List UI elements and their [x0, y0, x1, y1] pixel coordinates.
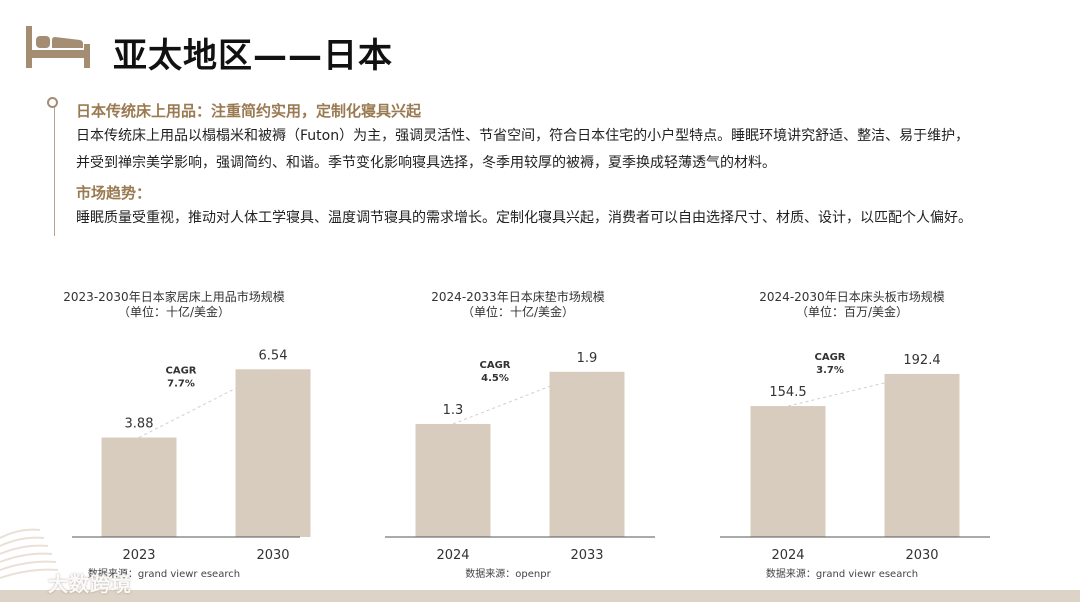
- chart-1-x-tick-2030: 2030: [256, 548, 289, 563]
- chart-3-title: 2024-2030年日本床头板市场规模: [759, 289, 944, 304]
- chart-1-title: 2023-2030年日本家居床上用品市场规模: [63, 289, 284, 304]
- trend-heading: 市场趋势：: [76, 184, 152, 202]
- chart-2-title: 2024-2033年日本床垫市场规模: [431, 289, 604, 304]
- page-title: 亚太地区——日本: [113, 36, 393, 76]
- chart-3-bar-2030: [884, 373, 960, 537]
- chart-2-bar-2024: [415, 423, 491, 537]
- chart-1-subtitle: （单位：十亿/美金）: [118, 304, 230, 319]
- chart-1-bar-2030: [235, 369, 311, 537]
- chart-1-cagr-label: CAGR: [166, 365, 197, 376]
- intro-section: 日本传统床上用品：注重简约实用，定制化寝具兴起 日本传统床上用品以榻榻米和被褥（…: [46, 94, 1056, 239]
- intro-heading: 日本传统床上用品：注重简约实用，定制化寝具兴起: [76, 102, 422, 120]
- intro-paragraph-line-1: 日本传统床上用品以榻榻米和被褥（Futon）为主，强调灵活性、节省空间，符合日本…: [76, 128, 970, 144]
- bed-icon: [26, 26, 90, 68]
- chart-1-value-label-2030: 6.54: [259, 348, 288, 363]
- chart-3-x-tick-2024: 2024: [771, 548, 804, 563]
- bottom-band: [0, 590, 1080, 602]
- chart-3-cagr-label: CAGR: [815, 352, 846, 363]
- chart-1-cagr-trend-line: [138, 368, 274, 438]
- chart-2-value-label-2024: 1.3: [443, 403, 464, 418]
- chart-2-subtitle: （单位：十亿/美金）: [462, 304, 574, 319]
- chart-2-value-label-2033: 1.9: [577, 351, 598, 366]
- chart-3-subtitle: （单位：百万/美金）: [796, 304, 908, 319]
- timeline-dot-icon: [47, 97, 58, 108]
- watermark-text: 大数跨境: [48, 572, 132, 596]
- chart-3-cagr-trend-line: [787, 373, 923, 407]
- chart-1-x-tick-2023: 2023: [122, 548, 155, 563]
- chart-3-source: 数据来源：grand viewr esearch: [766, 567, 918, 580]
- chart-1-bar-2023: [101, 437, 177, 537]
- chart-2-bar-2033: [549, 371, 625, 537]
- chart-2-source: 数据来源：openpr: [465, 567, 551, 580]
- chart-2-cagr-value: 4.5%: [481, 373, 509, 384]
- chart-3-x-tick-2030: 2030: [905, 548, 938, 563]
- chart-2-x-tick-2033: 2033: [570, 548, 603, 563]
- chart-1-source: 数据来源：grand viewr esearch: [88, 567, 240, 580]
- chart-3-value-label-2024: 154.5: [769, 385, 806, 400]
- intro-paragraph-line-2: 并受到禅宗美学影响，强调简约、和谐。季节变化影响寝具选择，冬季用较厚的被褥，夏季…: [76, 155, 776, 171]
- chart-1-value-label-2023: 3.88: [125, 417, 154, 432]
- timeline-rail: [54, 106, 55, 236]
- chart-2-x-tick-2024: 2024: [436, 548, 469, 563]
- decorative-stripes: [0, 528, 59, 579]
- trend-paragraph: 睡眠质量受重视，推动对人体工学寝具、温度调节寝具的需求增长。定制化寝具兴起，消费…: [76, 210, 972, 226]
- chart-3-cagr-value: 3.7%: [816, 365, 844, 376]
- logo-icon: [10, 574, 44, 588]
- chart-3-value-label-2030: 192.4: [903, 353, 940, 368]
- chart-3-bar-2024: [750, 406, 826, 537]
- chart-2-cagr-label: CAGR: [480, 360, 511, 371]
- chart-1-cagr-value: 7.7%: [167, 378, 195, 389]
